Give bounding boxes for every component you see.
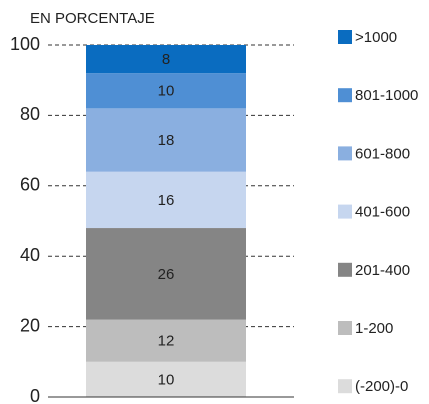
- legend-swatch: [338, 204, 352, 219]
- y-tick-label: 0: [30, 386, 40, 404]
- legend-swatch: [338, 146, 352, 161]
- legend-label: >1000: [355, 29, 397, 46]
- data-label: 26: [158, 266, 175, 283]
- data-label: 10: [158, 83, 175, 100]
- bar-segment: [86, 228, 246, 320]
- legend-label: 1-200: [355, 320, 393, 337]
- y-tick-label: 100: [10, 34, 40, 54]
- y-tick-label: 60: [20, 175, 40, 195]
- y-tick-label: 80: [20, 104, 40, 124]
- data-label: 16: [158, 192, 175, 209]
- legend-swatch: [338, 262, 352, 277]
- legend-swatch: [338, 379, 352, 394]
- legend-swatch: [338, 321, 352, 335]
- data-label: 10: [158, 371, 175, 388]
- legend-label: (-200)-0: [355, 378, 408, 395]
- legend-label: 801-1000: [355, 87, 418, 104]
- legend-swatch: [338, 30, 352, 44]
- bar-segment: [86, 108, 246, 172]
- legend-label: 401-600: [355, 204, 410, 221]
- chart-title: EN PORCENTAJE: [30, 10, 155, 27]
- y-tick-label: 40: [20, 245, 40, 265]
- bar-segment: [86, 45, 246, 74]
- bar-segment: [86, 361, 246, 397]
- y-tick-label: 20: [20, 315, 40, 335]
- bar-segment: [86, 319, 246, 362]
- legend-label: 601-800: [355, 145, 410, 162]
- legend-swatch: [338, 88, 352, 103]
- legend-label: 201-400: [355, 262, 410, 279]
- data-label: 12: [158, 333, 175, 350]
- bar-segment: [86, 73, 246, 109]
- data-label: 8: [162, 51, 170, 68]
- bar-segment: [86, 171, 246, 229]
- data-label: 18: [158, 132, 175, 149]
